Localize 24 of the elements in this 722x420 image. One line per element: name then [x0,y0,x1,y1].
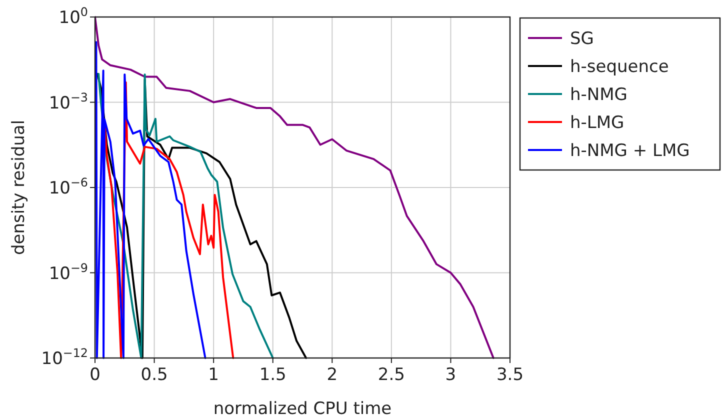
legend-label: h-NMG [570,85,628,105]
x-tick-label: 1.5 [259,365,286,385]
y-tick-label: 10$^{0}$ [58,5,88,28]
line-series [98,72,274,359]
line-series [103,81,234,359]
y-axis-title: density residual [9,120,29,256]
line-series [95,41,206,359]
y-tick-label: 10$^{−3}$ [48,90,88,114]
x-tick-label: 3.5 [496,365,524,385]
legend-label: SG [570,29,594,49]
x-tick-label: 0 [90,365,100,385]
line-series [95,16,494,359]
x-tick-label: 2 [326,365,338,385]
legend-label: h-NMG + LMG [570,141,690,161]
y-tick-label: 10$^{−6}$ [48,176,88,198]
legend-label: h-sequence [570,57,669,77]
x-tick-label: 0.5 [140,365,168,385]
legend-label: h-LMG [570,113,624,133]
x-tick-label: 2.5 [378,365,405,385]
x-axis-title: normalized CPU time [213,399,392,419]
x-tick-label: 1 [208,365,219,385]
x-tick-label: 3 [445,365,456,385]
y-tick-label: 10$^{−9}$ [48,260,88,284]
y-tick-label: 10$^{−12}$ [41,346,88,369]
